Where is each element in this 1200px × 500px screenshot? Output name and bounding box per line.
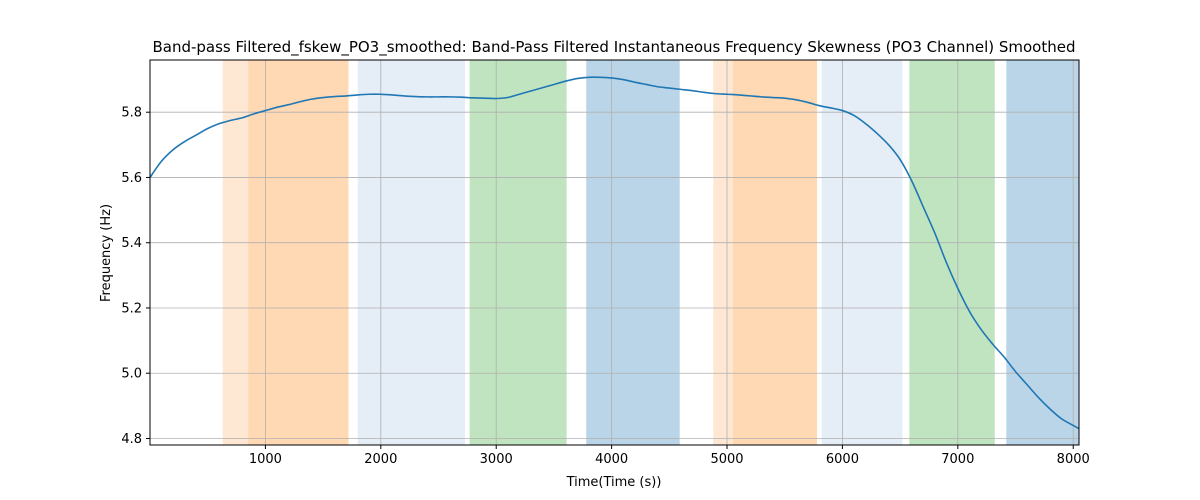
band-4 <box>586 60 680 445</box>
x-tick-label-7: 8000 <box>1057 452 1090 467</box>
x-tick-label-2: 3000 <box>480 452 513 467</box>
x-tick-label-0: 1000 <box>249 452 282 467</box>
band-1 <box>248 60 349 445</box>
x-tick-label-4: 5000 <box>710 452 743 467</box>
y-axis-ticks: 4.8 5.0 5.2 5.4 5.6 5.8 <box>121 106 150 447</box>
y-tick-label-4: 5.6 <box>121 171 142 186</box>
band-8 <box>909 60 995 445</box>
x-tick-label-1: 2000 <box>364 452 397 467</box>
y-tick-label-1: 5.0 <box>121 367 142 382</box>
y-tick-label-3: 5.4 <box>121 236 142 251</box>
band-0 <box>222 60 249 445</box>
band-3 <box>469 60 567 445</box>
band-9 <box>1006 60 1079 445</box>
band-6 <box>732 60 818 445</box>
grid-lines <box>150 60 1079 445</box>
x-tick-label-5: 6000 <box>826 452 859 467</box>
x-axis-ticks: 1000 2000 3000 4000 5000 6000 7000 8000 <box>249 445 1090 467</box>
band-2 <box>357 60 466 445</box>
x-axis-label: Time(Time (s)) <box>566 475 662 490</box>
y-axis-label: Frequency (Hz) <box>99 204 114 302</box>
plot-frame <box>149 59 1080 446</box>
series-group <box>149 76 1080 430</box>
y-tick-label-2: 5.2 <box>121 301 142 316</box>
band-5 <box>713 60 733 445</box>
x-tick-label-3: 4000 <box>595 452 628 467</box>
band-7 <box>821 60 903 445</box>
y-tick-label-5: 5.8 <box>121 106 142 121</box>
chart-title: Band-pass Filtered_fskew_PO3_smoothed: B… <box>152 38 1075 57</box>
series-line-0 <box>149 76 1080 430</box>
y-tick-label-0: 4.8 <box>121 432 142 447</box>
x-tick-label-6: 7000 <box>941 452 974 467</box>
shaded-bands <box>222 60 1079 445</box>
